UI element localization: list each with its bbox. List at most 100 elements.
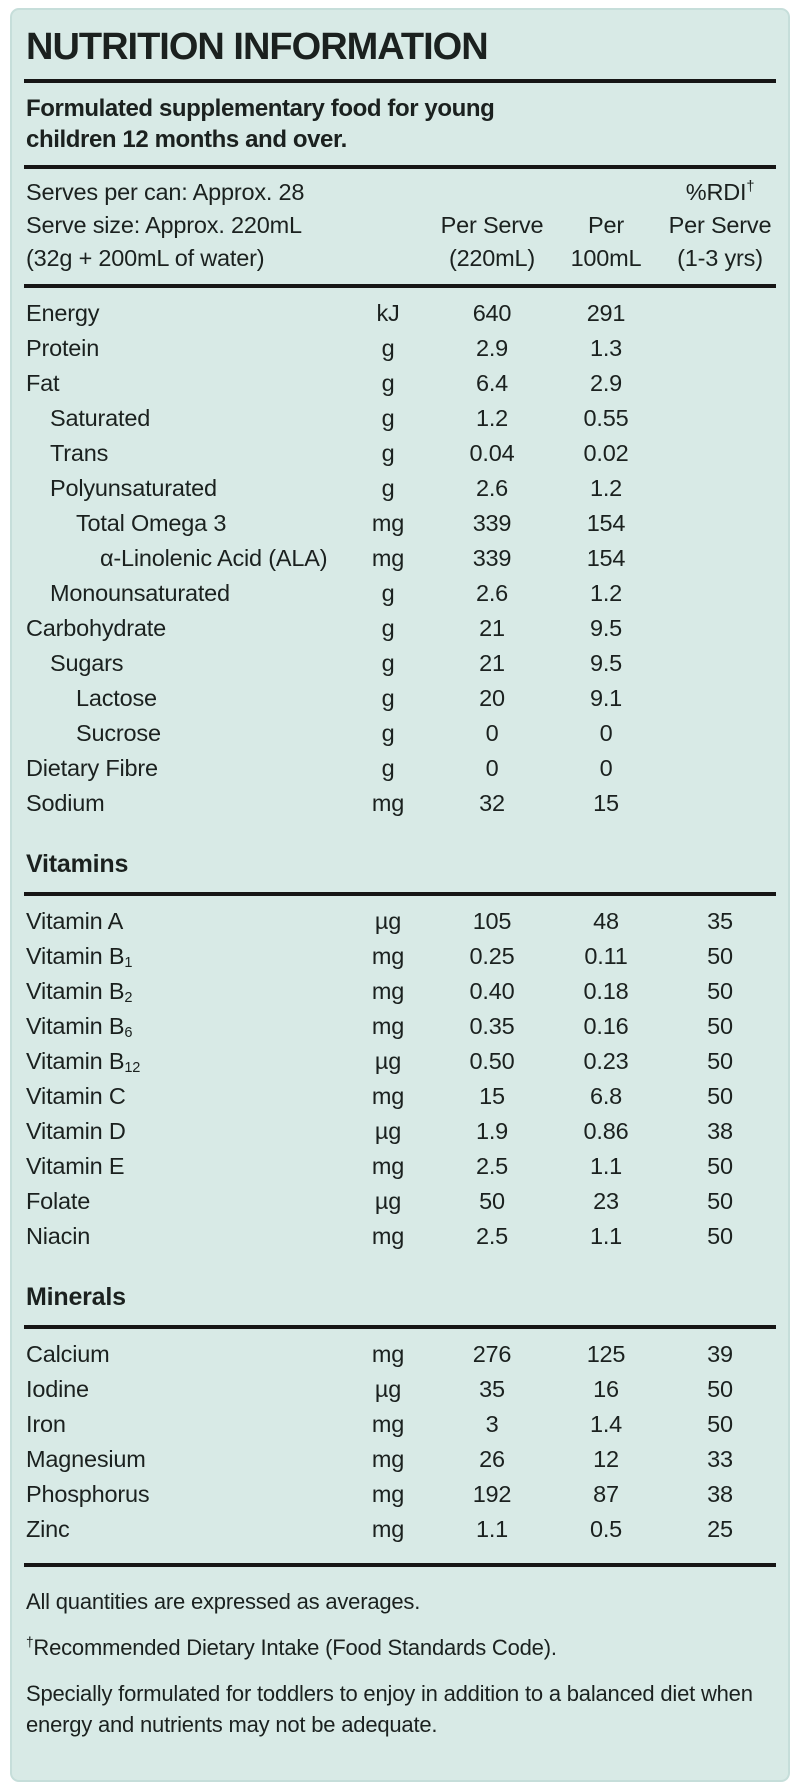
value-per-serve: 21 xyxy=(479,615,505,641)
nutrient-name: Iron xyxy=(26,1411,66,1437)
nutrient-unit: µg xyxy=(374,1376,402,1402)
nutrient-name: Lactose xyxy=(76,685,157,711)
value-per-100ml: 154 xyxy=(586,545,626,571)
footnote: †Recommended Dietary Intake (Food Standa… xyxy=(26,1634,557,1660)
value-per-100ml: 0.86 xyxy=(583,1118,629,1144)
rdi-label: %RDI xyxy=(685,179,747,205)
table-row: Protein g 2.9 1.3 xyxy=(24,331,776,366)
per-100ml-header-line1: Per xyxy=(588,212,624,238)
value-per-100ml: 23 xyxy=(593,1188,619,1214)
divider-rule xyxy=(24,165,776,169)
nutrient-unit: g xyxy=(381,370,395,396)
table-row: Saturated g 1.2 0.55 xyxy=(24,401,776,436)
nutrient-unit: g xyxy=(381,615,395,641)
nutrient-unit: mg xyxy=(371,1446,405,1472)
value-per-serve: 32 xyxy=(479,790,505,816)
nutrient-unit: mg xyxy=(371,1516,405,1542)
nutrient-unit: g xyxy=(381,335,395,361)
nutrient-name: Vitamin C xyxy=(26,1083,126,1109)
value-per-serve: 192 xyxy=(472,1481,512,1507)
table-row: Vitamin B6 mg 0.35 0.16 50 xyxy=(24,1009,776,1044)
value-per-serve: 105 xyxy=(472,908,512,934)
nutrient-name: Vitamin E xyxy=(26,1153,125,1179)
value-per-100ml: 0.02 xyxy=(583,440,629,466)
dagger-mark: † xyxy=(26,1634,34,1650)
value-rdi: 50 xyxy=(707,943,733,969)
nutrient-unit: g xyxy=(381,405,395,431)
value-per-100ml: 16 xyxy=(593,1376,619,1402)
subscript: 2 xyxy=(124,990,133,1007)
value-per-serve: 276 xyxy=(472,1341,512,1367)
nutrient-name: Total Omega 3 xyxy=(76,510,227,536)
value-rdi: 38 xyxy=(707,1118,733,1144)
table-row: Polyunsaturated g 2.6 1.2 xyxy=(24,471,776,506)
value-per-serve: 15 xyxy=(479,1083,505,1109)
value-per-100ml: 0.5 xyxy=(589,1516,623,1542)
value-per-serve: 0.50 xyxy=(469,1048,515,1074)
rdi-header-line2: (1-3 yrs) xyxy=(677,245,763,271)
value-rdi: 50 xyxy=(707,1411,733,1437)
value-per-100ml: 1.1 xyxy=(589,1153,623,1179)
value-rdi: 50 xyxy=(707,1188,733,1214)
value-per-serve: 20 xyxy=(479,685,505,711)
nutrient-unit: g xyxy=(381,475,395,501)
value-per-100ml: 0.16 xyxy=(583,1013,629,1039)
value-per-serve: 26 xyxy=(479,1446,505,1472)
divider-rule xyxy=(24,892,776,896)
value-rdi: 50 xyxy=(707,1048,733,1074)
divider-rule xyxy=(24,1325,776,1329)
value-per-serve: 6.4 xyxy=(475,370,509,396)
table-row: Zinc mg 1.1 0.5 25 xyxy=(24,1512,776,1547)
nutrient-name: Vitamin D xyxy=(26,1118,126,1144)
value-per-100ml: 1.1 xyxy=(589,1223,623,1249)
minerals-heading: Minerals xyxy=(26,1283,126,1311)
table-row: Iron mg 3 1.4 50 xyxy=(24,1407,776,1442)
table-row: Folate µg 50 23 50 xyxy=(24,1184,776,1219)
nutrient-name: α-Linolenic Acid (ALA) xyxy=(100,545,328,571)
nutrient-name: Niacin xyxy=(26,1223,91,1249)
table-row: Fat g 6.4 2.9 xyxy=(24,366,776,401)
nutrient-unit: mg xyxy=(371,1223,405,1249)
nutrient-unit: g xyxy=(381,720,395,746)
value-per-serve: 339 xyxy=(472,545,512,571)
nutrient-unit: g xyxy=(381,650,395,676)
panel-subtitle: Formulated supplementary food for young … xyxy=(26,95,495,153)
nutrient-unit: mg xyxy=(371,510,405,536)
nutrient-unit: µg xyxy=(374,1188,402,1214)
nutrient-name: Zinc xyxy=(26,1516,70,1542)
per-serve-header-line2: (220mL) xyxy=(448,245,536,271)
nutrient-unit: g xyxy=(381,755,395,781)
value-per-100ml: 1.4 xyxy=(589,1411,623,1437)
value-per-serve: 3 xyxy=(485,1411,499,1437)
vitamins-table: Vitamin A µg 105 48 35 Vitamin B1 mg 0.25 0.11 50… xyxy=(24,896,776,1256)
nutrient-name: Sugars xyxy=(50,650,124,676)
serves-per-can: Serves per can: Approx. 28 xyxy=(26,179,305,205)
per-serve-header-line1: Per Serve xyxy=(440,212,544,238)
value-per-100ml: 48 xyxy=(593,908,619,934)
panel-title: NUTRITION INFORMATION xyxy=(26,26,489,68)
table-row: Calcium mg 276 125 39 xyxy=(24,1337,776,1372)
table-row: Monounsaturated g 2.6 1.2 xyxy=(24,576,776,611)
value-per-100ml: 0.23 xyxy=(583,1048,629,1074)
serve-size: Serve size: Approx. 220mL xyxy=(26,212,302,238)
table-row: Lactose g 20 9.1 xyxy=(24,681,776,716)
value-per-serve: 0.25 xyxy=(469,943,515,969)
value-per-serve: 2.5 xyxy=(475,1153,509,1179)
value-per-serve: 0 xyxy=(485,720,499,746)
nutrient-name: Phosphorus xyxy=(26,1481,150,1507)
nutrient-unit: mg xyxy=(371,978,405,1004)
divider-rule xyxy=(24,79,776,83)
nutrient-name: Trans xyxy=(50,440,109,466)
per-100ml-header-line2: 100mL xyxy=(570,245,642,271)
value-per-100ml: 0.55 xyxy=(583,405,629,431)
nutrient-name: Calcium xyxy=(26,1341,110,1367)
nutrient-name: Energy xyxy=(26,300,100,326)
nutrient-unit: kJ xyxy=(376,300,400,326)
table-row: Vitamin A µg 105 48 35 xyxy=(24,904,776,939)
nutrient-unit: g xyxy=(381,685,395,711)
dagger-mark: † xyxy=(746,179,755,196)
value-rdi: 50 xyxy=(707,978,733,1004)
value-per-100ml: 0 xyxy=(599,755,613,781)
nutrient-name: Saturated xyxy=(50,405,151,431)
value-rdi: 50 xyxy=(707,1223,733,1249)
